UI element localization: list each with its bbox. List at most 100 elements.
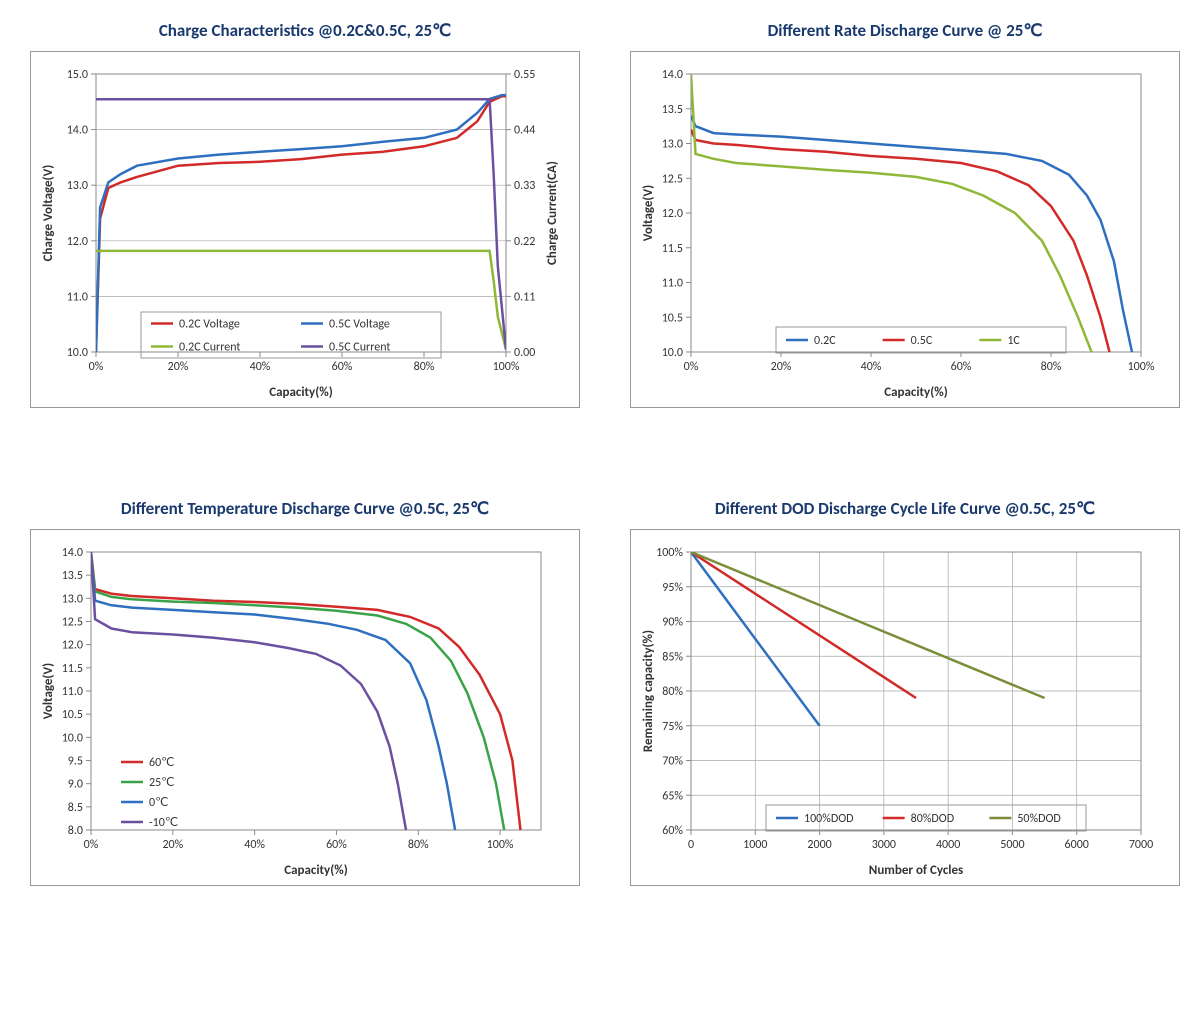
svg-text:60℃: 60℃	[149, 756, 175, 770]
chart-4-title: Different DOD Discharge Cycle Life Curve…	[630, 498, 1180, 519]
svg-text:2000: 2000	[807, 838, 831, 852]
svg-text:15.0: 15.0	[67, 68, 88, 82]
svg-text:8.5: 8.5	[68, 801, 83, 815]
svg-text:0.22: 0.22	[514, 235, 535, 249]
svg-text:100%DOD: 100%DOD	[804, 812, 854, 826]
svg-text:0%: 0%	[89, 360, 104, 374]
svg-text:13.5: 13.5	[62, 569, 83, 583]
svg-text:6000: 6000	[1065, 838, 1089, 852]
svg-text:80%: 80%	[414, 360, 435, 374]
svg-text:5000: 5000	[1000, 838, 1024, 852]
svg-text:25℃: 25℃	[149, 776, 175, 790]
svg-text:0%: 0%	[84, 838, 99, 852]
svg-text:7000: 7000	[1129, 838, 1153, 852]
svg-text:11.0: 11.0	[662, 277, 683, 291]
svg-text:0.5C Current: 0.5C Current	[329, 341, 390, 355]
svg-text:11.5: 11.5	[662, 242, 683, 256]
chart-2-frame: 0%20%40%60%80%100%10.010.511.011.512.012…	[630, 51, 1180, 408]
svg-text:0: 0	[688, 838, 694, 852]
svg-text:13.0: 13.0	[62, 592, 83, 606]
chart-1: Charge Characteristics @0.2C&0.5C, 25℃ 0…	[30, 20, 580, 408]
svg-text:11.0: 11.0	[62, 685, 83, 699]
chart-4: Different DOD Discharge Cycle Life Curve…	[630, 498, 1180, 886]
svg-text:13.0: 13.0	[67, 179, 88, 193]
svg-text:0.5C: 0.5C	[911, 334, 933, 348]
svg-text:50%DOD: 50%DOD	[1017, 812, 1060, 826]
svg-text:0.11: 0.11	[514, 290, 535, 304]
svg-text:20%: 20%	[771, 360, 792, 374]
svg-text:13.5: 13.5	[662, 103, 683, 117]
svg-text:12.0: 12.0	[67, 235, 88, 249]
svg-text:60%: 60%	[326, 838, 347, 852]
svg-text:70%: 70%	[662, 755, 683, 769]
chart-1-title: Charge Characteristics @0.2C&0.5C, 25℃	[30, 20, 580, 41]
svg-text:100%: 100%	[487, 838, 514, 852]
chart-3-frame: 0%20%40%60%80%100%8.08.59.09.510.010.511…	[30, 529, 580, 886]
chart-3: Different Temperature Discharge Curve @0…	[30, 498, 580, 886]
svg-text:10.0: 10.0	[62, 731, 83, 745]
svg-text:14.0: 14.0	[62, 546, 83, 560]
svg-text:13.0: 13.0	[662, 138, 683, 152]
svg-text:0.00: 0.00	[514, 346, 535, 360]
svg-text:40%: 40%	[250, 360, 271, 374]
svg-text:80%: 80%	[662, 685, 683, 699]
svg-text:0℃: 0℃	[149, 796, 169, 810]
svg-text:85%: 85%	[662, 650, 683, 664]
svg-text:75%: 75%	[662, 720, 683, 734]
svg-text:9.5: 9.5	[68, 755, 83, 769]
svg-text:Capacity(%): Capacity(%)	[884, 385, 948, 400]
svg-text:Capacity(%): Capacity(%)	[269, 385, 333, 400]
svg-text:11.5: 11.5	[62, 662, 83, 676]
svg-text:Voltage(V): Voltage(V)	[641, 185, 656, 241]
chart-2-svg: 0%20%40%60%80%100%10.010.511.011.512.012…	[636, 62, 1166, 402]
svg-text:20%: 20%	[168, 360, 189, 374]
svg-text:12.0: 12.0	[62, 639, 83, 653]
svg-text:11.0: 11.0	[67, 290, 88, 304]
svg-text:Remaining capacity(%): Remaining capacity(%)	[641, 630, 656, 752]
svg-text:10.0: 10.0	[662, 346, 683, 360]
svg-text:80%: 80%	[1041, 360, 1062, 374]
svg-text:65%: 65%	[662, 789, 683, 803]
svg-text:0.2C: 0.2C	[814, 334, 836, 348]
chart-3-title: Different Temperature Discharge Curve @0…	[30, 498, 580, 519]
svg-text:0.2C Current: 0.2C Current	[179, 341, 240, 355]
svg-text:Number of Cycles: Number of Cycles	[869, 863, 963, 878]
svg-text:90%: 90%	[662, 616, 683, 630]
chart-1-svg: 0% 20% 40% 60% 80% 100% 10.0 11.0 12.0 13.0 14.0 15…	[36, 62, 566, 402]
svg-text:100%: 100%	[493, 360, 520, 374]
svg-text:8.0: 8.0	[68, 824, 83, 838]
svg-text:-10℃: -10℃	[149, 816, 178, 830]
svg-text:100%: 100%	[656, 546, 683, 560]
svg-text:40%: 40%	[861, 360, 882, 374]
svg-text:Charge Current(CA): Charge Current(CA)	[545, 161, 560, 265]
svg-text:14.0: 14.0	[662, 68, 683, 82]
chart-4-svg: 0100020003000400050006000700060%65%70%75…	[636, 540, 1166, 880]
svg-text:0.55: 0.55	[514, 68, 535, 82]
svg-text:12.5: 12.5	[662, 172, 683, 186]
svg-text:4000: 4000	[936, 838, 960, 852]
svg-text:95%: 95%	[662, 581, 683, 595]
svg-text:12.5: 12.5	[62, 616, 83, 630]
svg-text:0.5C Voltage: 0.5C Voltage	[329, 318, 390, 332]
svg-text:0.33: 0.33	[514, 179, 535, 193]
svg-text:0.2C Voltage: 0.2C Voltage	[179, 318, 240, 332]
svg-text:60%: 60%	[662, 824, 683, 838]
svg-text:80%: 80%	[408, 838, 429, 852]
chart-2: Different Rate Discharge Curve @ 25℃ 0% 2…	[630, 20, 1180, 408]
svg-text:10.5: 10.5	[62, 708, 83, 722]
svg-text:1000: 1000	[743, 838, 767, 852]
svg-text:9.0: 9.0	[68, 778, 83, 792]
chart-1-frame: 0% 20% 40% 60% 80% 100% 10.0 11.0 12.0 13.0 14.0 15…	[30, 51, 580, 408]
chart-2-title: Different Rate Discharge Curve @ 25℃	[630, 20, 1180, 41]
svg-text:60%: 60%	[951, 360, 972, 374]
svg-text:Voltage(V): Voltage(V)	[41, 663, 56, 719]
svg-text:1C: 1C	[1007, 334, 1020, 348]
svg-text:10.0: 10.0	[67, 346, 88, 360]
svg-text:14.0: 14.0	[67, 124, 88, 138]
svg-text:80%DOD: 80%DOD	[911, 812, 954, 826]
svg-text:0%: 0%	[684, 360, 699, 374]
svg-text:0.44: 0.44	[514, 124, 535, 138]
chart-4-frame: 0100020003000400050006000700060%65%70%75…	[630, 529, 1180, 886]
svg-text:40%: 40%	[244, 838, 265, 852]
svg-text:60%: 60%	[332, 360, 353, 374]
